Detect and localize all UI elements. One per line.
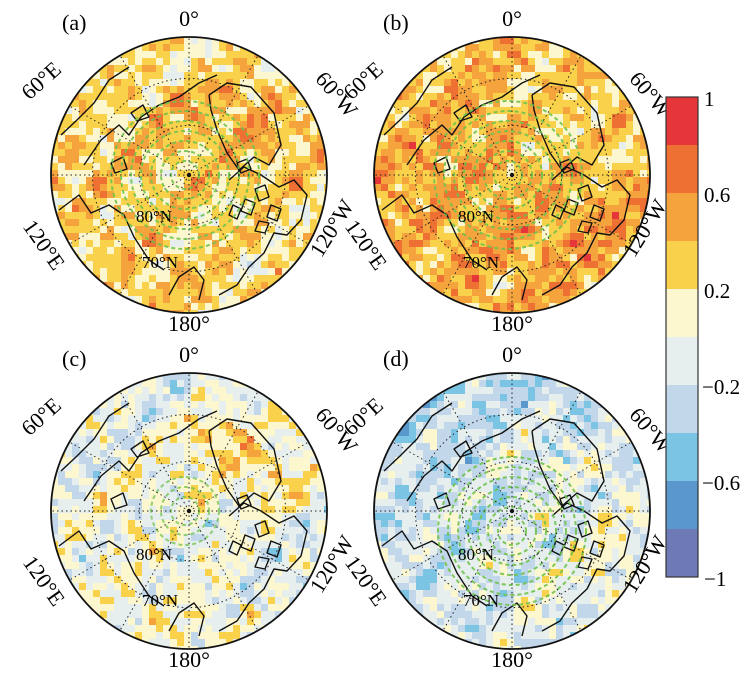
colorbar-tick-neg1: −1	[704, 567, 726, 591]
map-b	[373, 36, 651, 314]
colorbar-tick-0.6: 0.6	[704, 183, 730, 207]
map-b-frame	[373, 36, 651, 314]
map-b-contour	[463, 130, 553, 220]
panel-b-lon-top: 0°	[502, 6, 522, 31]
map-a	[50, 36, 328, 314]
map-b-pole	[509, 172, 515, 178]
map-b-graticule	[374, 37, 650, 313]
map-d-frame	[373, 372, 651, 650]
map-a-contour	[160, 150, 210, 200]
panel-c: (c) 0° 180° 60°E 120°E 60°W 120°W 80°N 7…	[16, 342, 363, 672]
map-a-pole	[186, 172, 192, 178]
map-c-pole	[186, 508, 192, 514]
map-a-coastlines	[58, 66, 308, 301]
panel-a-lon-bottom: 180°	[168, 311, 210, 336]
panel-b-label: (b)	[383, 10, 409, 35]
panel-a-lon-top: 0°	[179, 6, 199, 31]
map-d-field	[374, 373, 650, 649]
panel-d-lat-70n: 70°N	[463, 591, 499, 610]
colorbar-bins	[666, 97, 698, 577]
map-d-graticule	[374, 373, 650, 649]
colorbar-frame	[665, 96, 699, 578]
map-d-coastlines	[381, 402, 631, 637]
panel-d-lon-bottom: 180°	[491, 647, 533, 672]
map-b-coastlines	[381, 66, 631, 301]
panel-a-lat-70n: 70°N	[142, 253, 178, 272]
panel-a-lat-80n: 80°N	[136, 207, 172, 226]
map-d	[373, 372, 651, 650]
map-c-graticule	[51, 373, 327, 649]
map-d-contour	[437, 456, 587, 606]
map-c-field	[51, 373, 327, 649]
colorbar-tick-1: 1	[704, 87, 715, 111]
colorbar-bin-4	[666, 289, 698, 337]
panel-c-lat-80n: 80°N	[136, 545, 172, 564]
panel-b-lat-80n: 80°N	[458, 207, 494, 226]
colorbar-bin-0	[666, 97, 698, 145]
panel-d-lon-top: 0°	[502, 342, 522, 367]
colorbar-tick-neg0.2: −0.2	[702, 375, 740, 399]
map-b-contour	[483, 150, 533, 200]
panel-a-lon-60e: 60°E	[16, 56, 66, 104]
map-d-contour	[457, 476, 567, 586]
colorbar-bin-3	[666, 241, 698, 289]
panel-c-lon-60e: 60°E	[16, 392, 66, 440]
colorbar-bin-1	[666, 145, 698, 193]
panel-a: (a) 0° 180° 60°E 120°E 60°W 120°W 80°N 7…	[16, 6, 363, 336]
colorbar-bin-6	[666, 385, 698, 433]
colorbar-tick-0.2: 0.2	[704, 279, 730, 303]
map-c-frame	[50, 372, 328, 650]
map-d-contour	[447, 466, 577, 596]
panel-a-label: (a)	[62, 10, 86, 35]
map-a-contour	[140, 130, 230, 220]
map-b-field	[374, 37, 650, 313]
panel-b-lat-70n: 70°N	[463, 253, 499, 272]
panel-d: (d) 0° 180° 60°E 120°E 60°W 120°W 80°N 7…	[338, 342, 677, 672]
panel-d-label: (d)	[383, 346, 409, 371]
panel-c-label: (c)	[62, 346, 86, 371]
panel-c-lon-bottom: 180°	[168, 647, 210, 672]
colorbar: 1 0.6 0.2 −0.2 −0.6 −1	[665, 87, 740, 591]
colorbar-bin-8	[666, 481, 698, 529]
panel-b: (b) 0° 180° 60°E 120°E 60°W 120°W 80°N 7…	[338, 6, 677, 336]
map-a-contour	[150, 140, 220, 210]
map-c-contour	[160, 486, 210, 536]
panel-c-lat-70n: 70°N	[142, 591, 178, 610]
panel-b-lon-bottom: 180°	[491, 311, 533, 336]
panel-c-lon-top: 0°	[179, 342, 199, 367]
map-d-contour	[477, 496, 547, 566]
map-b-contour	[473, 140, 543, 210]
map-d-contour	[467, 486, 557, 576]
map-a-frame	[50, 36, 328, 314]
colorbar-tick-neg0.6: −0.6	[702, 471, 740, 495]
colorbar-bin-9	[666, 529, 698, 577]
panel-d-lat-80n: 80°N	[458, 545, 494, 564]
map-c-contour	[150, 476, 220, 546]
map-d-pole	[509, 508, 515, 514]
colorbar-bin-7	[666, 433, 698, 481]
map-d-contour	[487, 506, 537, 556]
map-a-graticule	[51, 37, 327, 313]
colorbar-bin-2	[666, 193, 698, 241]
map-c	[50, 372, 328, 650]
colorbar-bin-5	[666, 337, 698, 385]
map-a-field	[51, 37, 327, 313]
